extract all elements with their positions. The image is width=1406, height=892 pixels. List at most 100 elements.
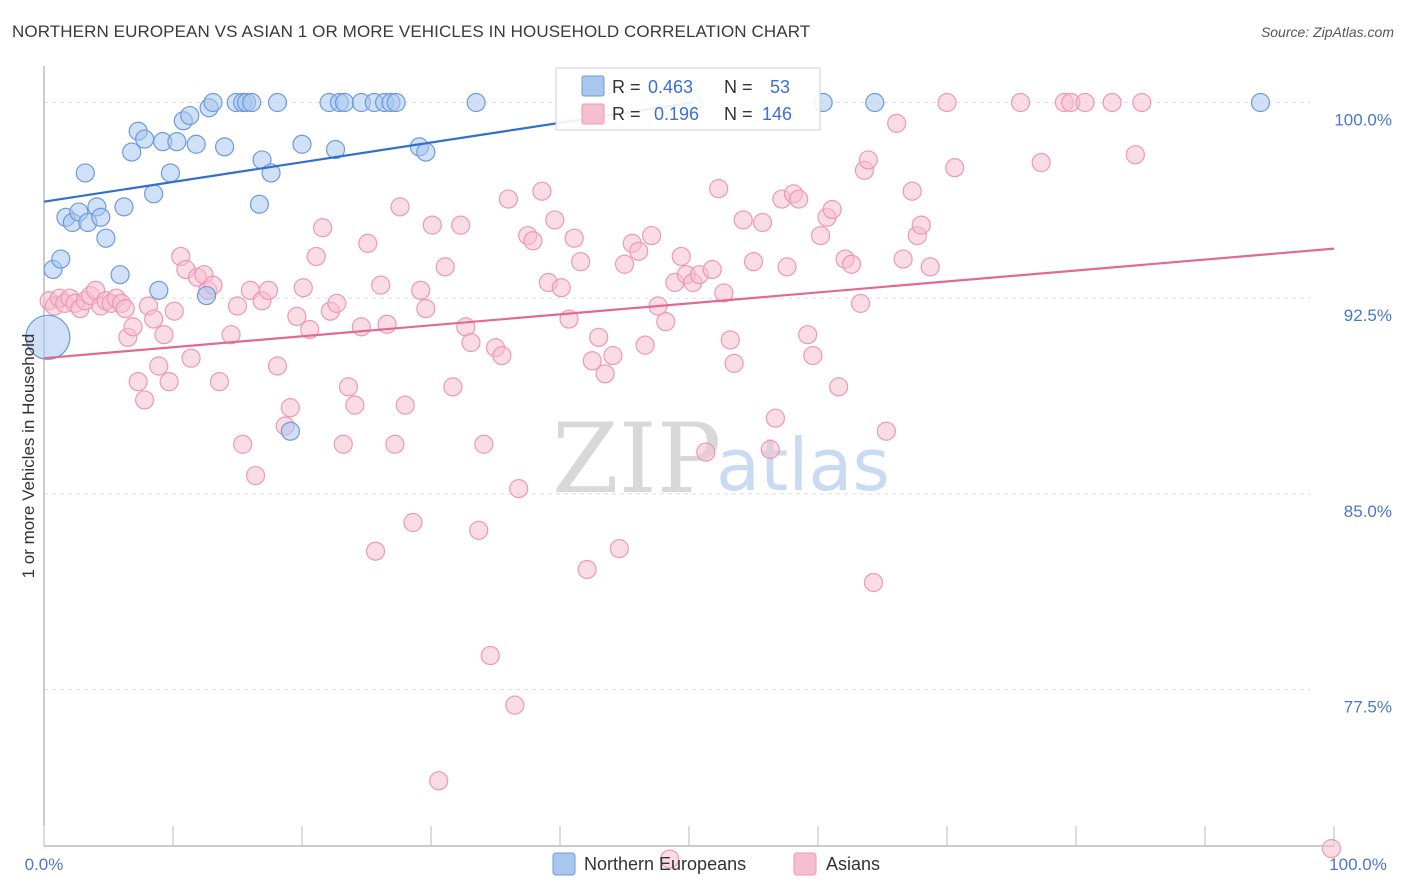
asians-point-71 xyxy=(461,332,481,353)
northern-europeans-point-23 xyxy=(186,134,206,154)
y-tick-label-2: 85.0% xyxy=(1344,502,1392,521)
legend-n-value-2: 146 xyxy=(762,104,792,124)
asians-point-108 xyxy=(696,442,716,462)
y-axis-label: 1 or more Vehicles in Household xyxy=(19,334,38,579)
northern-europeans-point-12 xyxy=(114,197,134,217)
northern-europeans-point-0 xyxy=(25,314,71,360)
asians-point-109 xyxy=(702,259,722,280)
asians-point-88 xyxy=(571,252,591,272)
asians-point-81 xyxy=(523,231,543,251)
asians-point-46 xyxy=(300,319,320,340)
asians-point-18 xyxy=(128,372,148,392)
asians-point-61 xyxy=(395,395,415,415)
trend-lines xyxy=(43,101,1335,360)
asians-point-149 xyxy=(1102,92,1122,113)
asians-point-116 xyxy=(752,212,773,233)
asians-point-89 xyxy=(577,559,597,580)
asians-point-128 xyxy=(829,377,849,397)
northern-europeans-point-24 xyxy=(196,285,217,306)
northern-europeans-point-27 xyxy=(215,137,235,157)
northern-europeans-point-36 xyxy=(280,421,300,441)
asians-point-67 xyxy=(435,257,455,277)
x-tick-label-min: 0.0% xyxy=(25,855,64,874)
asians-point-118 xyxy=(765,408,786,428)
northern-europeans-point-20 xyxy=(167,132,187,152)
asians-point-140 xyxy=(911,215,931,235)
asians-point-82 xyxy=(532,181,552,201)
watermark-zip: ZIP xyxy=(552,403,721,515)
source-credit: Source: ZipAtlas.com xyxy=(1260,24,1394,40)
asians-point-24 xyxy=(159,372,179,392)
asians-point-125 xyxy=(810,225,831,246)
northern-europeans-point-11 xyxy=(110,265,130,285)
asians-point-44 xyxy=(287,306,307,327)
asians-point-19 xyxy=(135,390,155,410)
asians-point-66 xyxy=(429,771,449,791)
asians-point-56 xyxy=(365,541,386,561)
y-tick-label-0: 100.0% xyxy=(1334,111,1392,130)
northern-europeans-point-37 xyxy=(292,134,312,154)
asians-point-94 xyxy=(609,539,629,559)
asians-point-104 xyxy=(671,246,691,267)
asians-point-95 xyxy=(614,254,635,274)
northern-europeans-point-48 xyxy=(416,142,436,162)
asians-point-55 xyxy=(358,233,378,253)
asians-point-120 xyxy=(777,257,797,277)
northern-europeans-point-6 xyxy=(75,163,95,183)
asians-point-34 xyxy=(221,325,241,345)
asians-point-152 xyxy=(1321,839,1342,859)
asians-point-144 xyxy=(1010,92,1031,113)
asians-point-47 xyxy=(306,246,326,267)
asians-point-102 xyxy=(660,849,680,869)
asians-point-124 xyxy=(803,345,823,366)
asians-point-77 xyxy=(498,189,518,209)
asians-point-21 xyxy=(144,309,164,329)
northern-europeans-point-35 xyxy=(267,92,288,113)
asians-point-145 xyxy=(1031,152,1051,173)
asians-point-131 xyxy=(850,293,871,313)
asians-point-112 xyxy=(720,330,740,350)
asians-point-117 xyxy=(760,439,780,460)
asians-point-113 xyxy=(724,353,744,373)
bottom-legend-label-northern-europeans: Northern Europeans xyxy=(584,854,746,874)
asians-point-54 xyxy=(351,317,371,337)
asians-trend-line xyxy=(43,247,1335,360)
northern-europeans-point-17 xyxy=(149,280,169,300)
asians-point-90 xyxy=(582,351,602,371)
asians-point-127 xyxy=(822,199,842,220)
asians-point-74 xyxy=(480,645,500,666)
northern-europeans-point-19 xyxy=(160,163,181,183)
asians-point-35 xyxy=(227,296,248,316)
legend-n-label-2: N = xyxy=(724,104,753,124)
asians-point-148 xyxy=(1075,92,1095,113)
asians-point-101 xyxy=(656,312,676,332)
x-tick-label-max: 100.0% xyxy=(1329,855,1387,874)
northern-europeans-point-46 xyxy=(386,92,406,113)
asians-point-25 xyxy=(164,301,184,321)
asians-point-150 xyxy=(1125,145,1145,165)
legend-r-label-1: R = xyxy=(612,77,641,97)
bottom-legend-swatch-asians xyxy=(793,852,817,876)
asians-point-78 xyxy=(505,695,525,715)
legend-n-value-1: 53 xyxy=(770,77,790,97)
asians-point-33 xyxy=(209,372,230,392)
asians-point-137 xyxy=(893,249,913,269)
stats-legend: R = 0.463 N = 53 R = 0.196 N = 146 xyxy=(555,67,821,131)
northern-europeans-point-39 xyxy=(325,139,346,160)
chart-title: NORTHERN EUROPEAN VS ASIAN 1 OR MORE VEH… xyxy=(12,22,811,41)
asians-point-38 xyxy=(245,465,266,486)
legend-swatch-northern-europeans xyxy=(581,75,605,97)
asians-point-130 xyxy=(841,254,862,274)
bottom-legend-label-asians: Asians xyxy=(826,854,880,874)
asians-point-15 xyxy=(115,299,135,319)
asians-point-87 xyxy=(564,228,584,248)
legend-r-value-2: 0.196 xyxy=(654,104,699,124)
asians-point-43 xyxy=(280,398,300,418)
northern-europeans-point-9 xyxy=(91,207,111,227)
asians-point-136 xyxy=(887,113,907,133)
asians-point-48 xyxy=(313,218,333,238)
legend-swatch-asians xyxy=(581,103,605,125)
northern-europeans-point-52 xyxy=(865,92,885,113)
asians-point-69 xyxy=(451,215,471,235)
y-tick-labels: 100.0% 92.5% 85.0% 77.5% xyxy=(1334,111,1392,717)
